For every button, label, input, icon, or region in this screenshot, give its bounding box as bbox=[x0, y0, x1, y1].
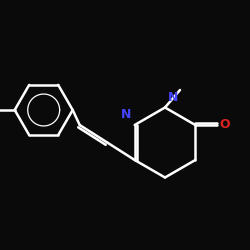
Text: N: N bbox=[121, 108, 132, 122]
Text: O: O bbox=[220, 118, 230, 132]
Text: N: N bbox=[168, 91, 178, 104]
